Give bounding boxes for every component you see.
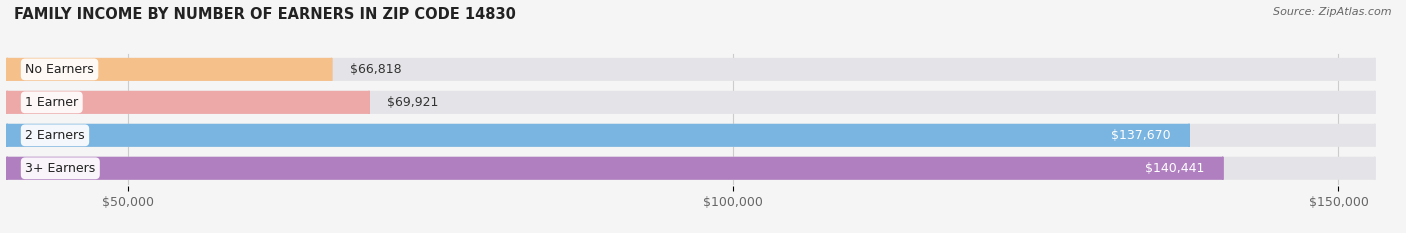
FancyBboxPatch shape [7,91,370,114]
Text: FAMILY INCOME BY NUMBER OF EARNERS IN ZIP CODE 14830: FAMILY INCOME BY NUMBER OF EARNERS IN ZI… [14,7,516,22]
FancyBboxPatch shape [7,91,1375,114]
FancyBboxPatch shape [7,124,1375,147]
Text: $137,670: $137,670 [1111,129,1171,142]
FancyBboxPatch shape [7,157,1223,180]
FancyBboxPatch shape [7,157,1375,180]
Text: 3+ Earners: 3+ Earners [25,162,96,175]
Text: 2 Earners: 2 Earners [25,129,84,142]
Text: $66,818: $66,818 [350,63,401,76]
Text: No Earners: No Earners [25,63,94,76]
FancyBboxPatch shape [7,124,1189,147]
Text: $140,441: $140,441 [1146,162,1205,175]
Text: 1 Earner: 1 Earner [25,96,79,109]
FancyBboxPatch shape [7,58,1375,81]
Text: Source: ZipAtlas.com: Source: ZipAtlas.com [1274,7,1392,17]
FancyBboxPatch shape [7,58,332,81]
Text: $69,921: $69,921 [387,96,439,109]
